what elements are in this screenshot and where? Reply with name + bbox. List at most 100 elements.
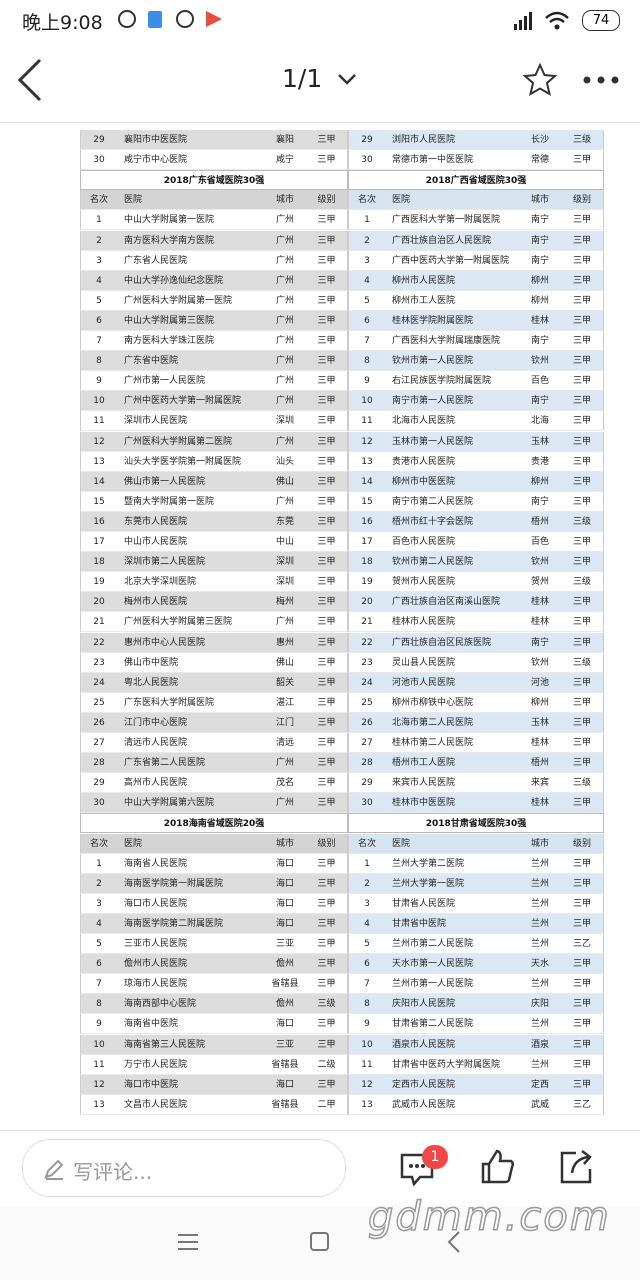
rank: 22 [93, 637, 105, 648]
level: 三甲 [317, 255, 336, 266]
table-row [348, 712, 604, 733]
favorite-button[interactable] [522, 62, 558, 98]
table-row [348, 491, 604, 512]
table-row [80, 572, 348, 593]
level: 三甲 [317, 878, 336, 889]
hospital: 桂林市第二人民医院 [392, 738, 474, 748]
hospital: 海南医学院第一附属医院 [124, 878, 224, 889]
menu-button[interactable] [176, 1232, 200, 1252]
level: 三甲 [572, 275, 591, 286]
rank: 13 [361, 1099, 373, 1110]
document-image: 29 襄阳市中医医院 襄阳 三甲 30 咸宁市中心医院 咸宁 三甲 29 浏阳市人民医院 长沙 三级 3… [0, 122, 640, 1130]
hospital: 南宁市第一人民医院 [392, 396, 474, 407]
level: 三甲 [317, 295, 336, 306]
level: 三甲 [572, 416, 591, 427]
table-row [348, 692, 604, 713]
table-row [348, 431, 604, 452]
rank: 13 [93, 1099, 105, 1110]
table-row [80, 491, 348, 512]
dropdown-arrow[interactable] [336, 72, 358, 88]
table-row [348, 913, 604, 934]
city: 海口 [275, 878, 294, 889]
rank: 30 [361, 155, 373, 166]
table-row [80, 692, 348, 713]
table-row [80, 652, 348, 673]
level: 三甲 [572, 476, 591, 487]
hospital: 兰州大学第二医院 [392, 858, 465, 869]
hospital: 广州中医药大学第一附属医院 [124, 396, 242, 407]
rank: 23 [93, 657, 105, 668]
page-indicator[interactable]: 1/1 [282, 64, 323, 93]
city: 深圳 [275, 416, 294, 427]
hospital: 襄阳市中医医院 [124, 135, 188, 145]
rank: 8 [96, 356, 102, 367]
more-button[interactable] [582, 74, 622, 86]
level: 三甲 [572, 235, 591, 246]
back-button[interactable] [14, 58, 44, 102]
hospital: 海南省人民医院 [124, 858, 188, 869]
rank: 20 [361, 597, 373, 608]
table-row [80, 290, 348, 311]
level: 三甲 [317, 516, 336, 527]
hospital: 钦州市第二人民医院 [392, 557, 474, 568]
rank: 10 [93, 396, 105, 407]
table-row [348, 130, 604, 150]
hospital: 广州医科大学附属第三医院 [124, 617, 233, 628]
share-button[interactable] [556, 1147, 596, 1187]
table-row [348, 893, 604, 914]
city: 城市 [275, 838, 294, 849]
city: 兰州 [530, 1059, 549, 1070]
level: 三甲 [317, 416, 336, 427]
hospital: 中山市人民医院 [124, 537, 188, 547]
rank: 12 [361, 436, 373, 447]
hospital: 中山大学附属第三医院 [124, 315, 215, 326]
city: 兰州 [530, 979, 549, 990]
level: 三甲 [317, 738, 336, 748]
level: 三甲 [572, 436, 591, 447]
hospital: 常德市第一中医医院 [392, 155, 474, 166]
table-row [348, 1074, 604, 1095]
rank: 28 [361, 758, 373, 769]
city: 佛山 [275, 476, 294, 487]
hospital: 海南省中医院 [124, 1019, 179, 1030]
city: 兰州 [530, 878, 549, 889]
level: 三甲 [317, 858, 336, 869]
rank: 1 [96, 858, 102, 869]
hospital: 广东省人民医院 [124, 255, 188, 266]
hospital: 右江民族医学院附属医院 [392, 376, 492, 387]
comment-input[interactable]: 写评论... [22, 1139, 346, 1197]
level: 三甲 [572, 758, 591, 769]
table-row [80, 130, 348, 150]
rank: 8 [96, 999, 102, 1010]
hospital: 广东医科大学附属医院 [124, 697, 215, 708]
table-row [348, 451, 604, 472]
rank: 12 [361, 1079, 373, 1090]
table-row [80, 712, 348, 733]
city: 广州 [275, 617, 294, 628]
level: 三甲 [317, 1039, 336, 1050]
level: 三甲 [572, 959, 591, 970]
hospital: 桂林市人民医院 [392, 617, 456, 628]
back-nav-button[interactable] [446, 1230, 462, 1254]
table-row [80, 511, 348, 532]
table-row [348, 150, 604, 171]
rank: 10 [361, 1039, 373, 1050]
level: 三级 [572, 516, 591, 527]
home-button[interactable] [309, 1231, 331, 1253]
hospital: 广州市第一人民医院 [124, 376, 206, 387]
table-row [80, 270, 348, 291]
city: 襄阳 [275, 135, 294, 145]
hospital: 文昌市人民医院 [124, 1099, 188, 1110]
table-row [348, 572, 604, 593]
like-button[interactable] [478, 1147, 518, 1187]
city: 广州 [275, 496, 294, 507]
header-row [80, 833, 348, 854]
level: 级别 [317, 195, 336, 206]
level: 三甲 [572, 215, 591, 226]
hospital: 深圳市人民医院 [124, 416, 188, 427]
city: 儋州 [275, 959, 294, 970]
table-title: 2018广西省域医院30强 [348, 170, 604, 191]
level: 三甲 [572, 557, 591, 568]
city: 百色 [530, 376, 549, 387]
city: 三亚 [275, 939, 294, 949]
